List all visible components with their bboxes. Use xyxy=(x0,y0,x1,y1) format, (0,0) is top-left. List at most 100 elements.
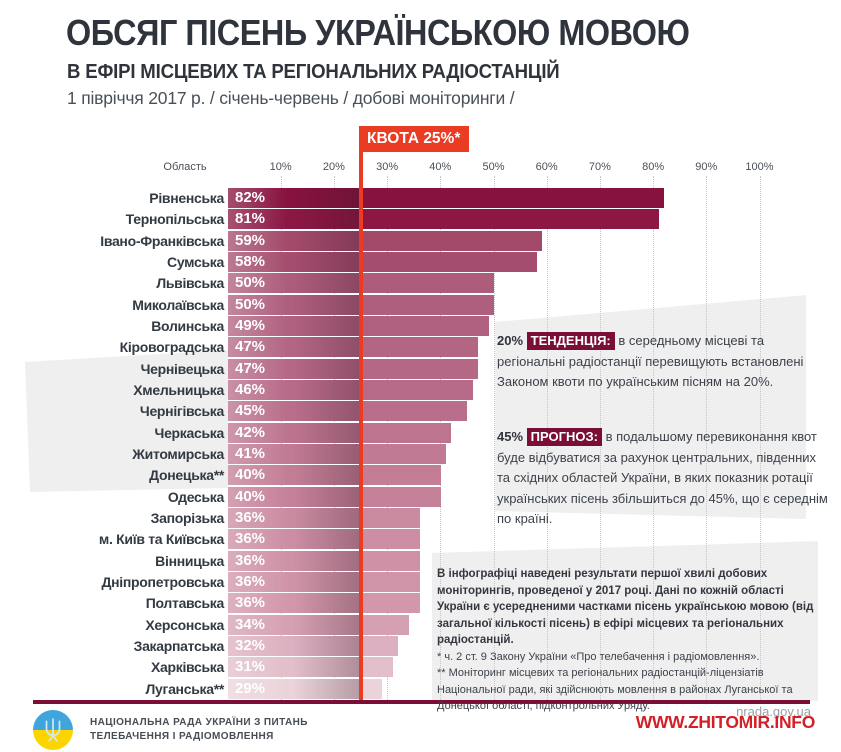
region-bar: 36% xyxy=(228,550,420,571)
region-label: Харківська xyxy=(150,659,224,676)
region-bar: 41% xyxy=(228,444,447,465)
region-bar: 58% xyxy=(228,252,537,273)
region-label: Миколаївська xyxy=(132,296,224,313)
region-bar: 50% xyxy=(228,273,494,294)
region-bar: 36% xyxy=(228,529,420,550)
methodology-text: В інфографіці наведені результати першої… xyxy=(437,568,814,646)
region-bar: 59% xyxy=(228,230,542,251)
region-value: 45% xyxy=(235,402,266,420)
axis-gridline xyxy=(759,176,761,700)
region-bar: 82% xyxy=(228,188,665,208)
region-value: 29% xyxy=(235,679,266,697)
quota-badge: КВОТА 25%* xyxy=(359,126,470,152)
organization-line1: НАЦІОНАЛЬНА РАДА УКРАЇНИ З ПИТАНЬ xyxy=(90,717,308,728)
region-value: 36% xyxy=(235,530,266,548)
region-label: Чернігівська xyxy=(139,403,224,420)
source-site-text: nrada.gov.ua xyxy=(736,704,811,719)
region-value: 36% xyxy=(235,594,266,612)
region-label: Запорізька xyxy=(150,510,225,527)
axis-tick-label: 70% xyxy=(588,161,611,173)
region-value: 42% xyxy=(235,423,266,441)
region-bar: 36% xyxy=(228,508,420,529)
region-bar: 42% xyxy=(228,422,452,443)
methodology-notes: В інфографіці наведені результати першої… xyxy=(437,566,819,715)
axis-tick-label: 100% xyxy=(745,161,774,173)
axis-tick-label: 30% xyxy=(376,161,399,173)
region-value: 34% xyxy=(235,615,266,633)
region-bar: 81% xyxy=(228,209,659,230)
region-bar: 31% xyxy=(228,657,393,678)
axis-column-header: Область xyxy=(163,161,207,173)
trend-text: в середньому місцеві та регіональні раді… xyxy=(497,333,804,389)
region-label: Тернопільська xyxy=(125,211,225,228)
region-label: Кіровоградська xyxy=(119,339,225,356)
region-label: Закарпатська xyxy=(133,638,225,655)
region-value: 81% xyxy=(235,210,266,228)
region-bar: 36% xyxy=(228,593,420,614)
region-bar: 49% xyxy=(228,316,489,337)
region-bar: 32% xyxy=(228,636,399,657)
region-value: 36% xyxy=(235,573,266,591)
region-value: 47% xyxy=(235,359,266,377)
region-bar: 36% xyxy=(228,572,420,593)
footnote-monitoring: ** Моніторинг місцевих та регіональних р… xyxy=(437,667,793,712)
region-bar: 29% xyxy=(228,678,383,699)
axis-tick-label: 20% xyxy=(322,161,345,173)
region-label: Хмельницька xyxy=(133,382,224,399)
axis-gridline xyxy=(653,176,655,700)
region-value: 59% xyxy=(235,231,266,249)
axis-tick-label: 50% xyxy=(482,161,505,173)
region-bar: 45% xyxy=(228,401,468,422)
axis-tick-label: 60% xyxy=(535,161,558,173)
forecast-text: в подальшому перевиконання квот буде від… xyxy=(497,429,828,526)
region-value: 50% xyxy=(235,295,266,313)
region-value: 40% xyxy=(235,466,266,484)
region-value: 47% xyxy=(235,338,266,356)
region-label: Одеська xyxy=(167,488,224,505)
region-label: Волинська xyxy=(151,318,224,335)
region-label: Вінницька xyxy=(155,552,224,569)
footnote-quota: * ч. 2 ст. 9 Закону України «Про телебач… xyxy=(437,650,760,663)
region-value: 50% xyxy=(235,274,266,292)
organization-name: НАЦІОНАЛЬНА РАДА УКРАЇНИ З ПИТАНЬ ТЕЛЕБА… xyxy=(90,716,308,743)
region-value: 46% xyxy=(235,381,266,399)
region-value: 36% xyxy=(235,509,266,527)
region-label: Донецька** xyxy=(149,467,224,484)
watermark-text: WWW.ZHITOMIR.INFO xyxy=(635,712,816,732)
trident-icon xyxy=(45,718,61,742)
region-label: Львівська xyxy=(156,275,224,292)
period-line: 1 півріччя 2017 р. / січень-червень / до… xyxy=(67,88,515,108)
region-bar: 46% xyxy=(228,380,473,401)
region-label: Рівненська xyxy=(149,190,224,206)
region-label: Черкаська xyxy=(154,424,225,441)
forecast-tag: ПРОГНОЗ: xyxy=(526,428,602,446)
chart-bottom-rule xyxy=(33,700,810,704)
region-value: 40% xyxy=(235,487,266,505)
axis-gridline xyxy=(493,176,495,700)
axis-tick-label: 40% xyxy=(429,161,452,173)
region-value: 58% xyxy=(235,253,266,271)
region-value: 49% xyxy=(235,317,266,335)
axis-gridline xyxy=(706,176,708,700)
trend-tag: ТЕНДЕНЦІЯ: xyxy=(526,332,615,350)
region-label: Луганська** xyxy=(145,680,225,697)
region-label: Херсонська xyxy=(145,616,224,633)
axis-tick-label: 90% xyxy=(695,161,718,173)
forecast-value: 45% xyxy=(497,429,524,444)
region-value: 32% xyxy=(235,637,266,655)
trend-value: 20% xyxy=(497,333,524,348)
region-bar: 40% xyxy=(228,486,441,507)
region-label: Чернівецька xyxy=(140,360,225,377)
region-bar: 34% xyxy=(228,614,409,635)
axis-tick-label: 80% xyxy=(642,161,665,173)
region-value: 31% xyxy=(235,658,266,676)
axis-tick-label: 10% xyxy=(269,161,292,173)
region-label: Івано-Франківська xyxy=(100,232,224,249)
national-council-logo xyxy=(33,710,73,750)
region-bar: 47% xyxy=(228,337,479,358)
region-bar: 47% xyxy=(228,358,479,379)
annotation-trend: 20% ТЕНДЕНЦІЯ: в середньому місцеві та р… xyxy=(497,331,832,393)
annotation-forecast: 45% ПРОГНОЗ: в подальшому перевиконання … xyxy=(497,427,832,530)
region-value: 82% xyxy=(235,189,266,206)
